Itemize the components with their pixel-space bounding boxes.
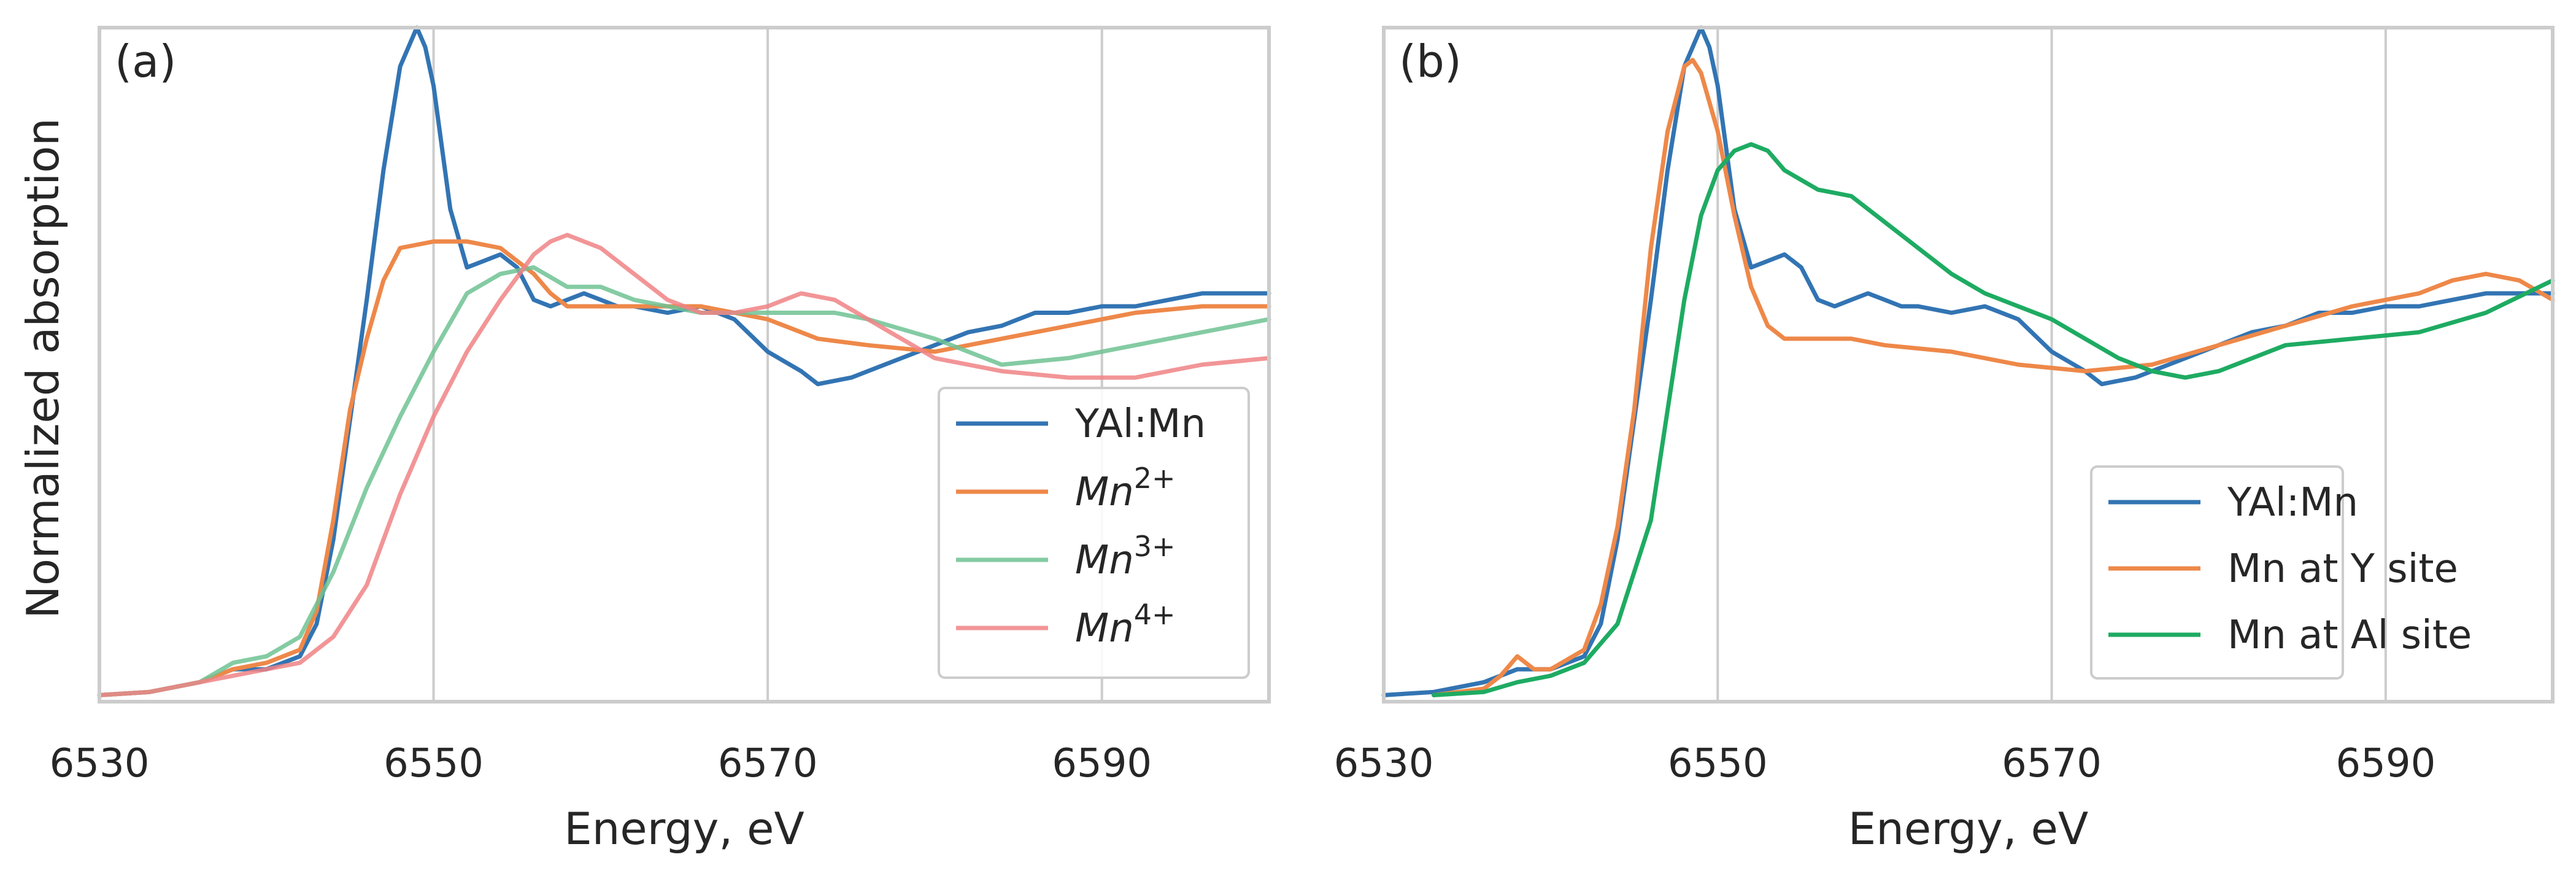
legend-entry: Mn2+ [1075, 462, 1176, 515]
series-line-1 [1432, 58, 2555, 697]
x-tick-label: 6570 [718, 741, 818, 786]
legend-entry: Mn at Y site [2227, 546, 2458, 592]
legend-entry: Mn at Al site [2227, 613, 2472, 658]
legend-box [938, 387, 1250, 679]
x-axis-label: Energy, eV [564, 803, 804, 855]
x-tick-label: 6590 [2335, 741, 2435, 786]
legend-entry-superscript: 2+ [1134, 462, 1176, 495]
panel-label: (b) [1399, 36, 1462, 87]
legend-entry: Mn4+ [1075, 598, 1176, 651]
legend-entry: Mn3+ [1075, 530, 1176, 583]
x-tick-label: 6550 [384, 741, 484, 786]
legend: YAl:Mn Mn at Y site Mn at Al site [2090, 465, 2472, 680]
y-axis-label: Normalized absorption [17, 118, 69, 619]
x-axis-label: Energy, eV [1848, 803, 2088, 855]
series-line-2 [97, 265, 1271, 697]
legend-entry-name: Mn [1075, 606, 1134, 651]
legend-box [2090, 465, 2344, 680]
legend-entry: YAl:Mn [2227, 480, 2358, 525]
x-tick-label: 6570 [2002, 741, 2102, 786]
x-tick-label: 6530 [50, 741, 150, 786]
x-tick-label: 6550 [1668, 741, 1768, 786]
series-line-1 [97, 239, 1271, 697]
legend-entry-superscript: 3+ [1134, 530, 1176, 563]
panel-label: (a) [115, 36, 176, 87]
series-line-3 [97, 233, 1271, 697]
x-tick-label: 6530 [1334, 741, 1434, 786]
axes-frame [98, 26, 1271, 704]
axes-frame [1382, 26, 2555, 704]
legend-entry-name: Mn [1075, 538, 1134, 583]
panel-b: 6530 6550 6570 6590 Energy, eV (b) YAl:Mn Mn at… [1334, 25, 2555, 855]
legend-entry: YAl:Mn [1074, 401, 1206, 447]
x-tick-label: 6590 [1052, 741, 1152, 786]
legend-entry-name: Mn [1075, 470, 1134, 515]
legend-entry-superscript: 4+ [1134, 598, 1176, 631]
series-line-2 [1432, 142, 2555, 697]
